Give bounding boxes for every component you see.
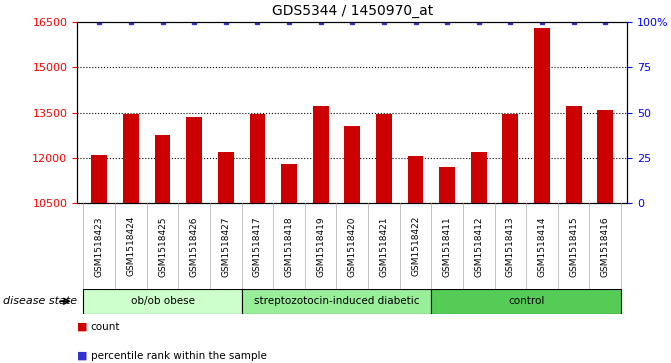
Bar xyxy=(597,110,613,203)
Bar xyxy=(154,135,170,203)
Bar xyxy=(407,156,423,203)
Text: GSM1518424: GSM1518424 xyxy=(126,216,136,277)
Text: GSM1518420: GSM1518420 xyxy=(348,216,357,277)
Bar xyxy=(91,155,107,203)
Text: GSM1518417: GSM1518417 xyxy=(253,216,262,277)
Text: GSM1518426: GSM1518426 xyxy=(190,216,199,277)
Bar xyxy=(281,164,297,203)
Text: GSM1518427: GSM1518427 xyxy=(221,216,230,277)
Text: GSM1518411: GSM1518411 xyxy=(443,216,452,277)
Bar xyxy=(242,289,431,314)
Text: GSM1518415: GSM1518415 xyxy=(569,216,578,277)
Text: percentile rank within the sample: percentile rank within the sample xyxy=(91,351,266,361)
Title: GDS5344 / 1450970_at: GDS5344 / 1450970_at xyxy=(272,4,433,18)
Text: streptozotocin-induced diabetic: streptozotocin-induced diabetic xyxy=(254,296,419,306)
Bar xyxy=(187,117,202,203)
Text: count: count xyxy=(91,322,120,332)
Bar xyxy=(218,152,234,203)
Bar xyxy=(534,28,550,203)
Bar xyxy=(123,114,139,203)
Bar xyxy=(83,289,242,314)
Text: GSM1518412: GSM1518412 xyxy=(474,216,483,277)
Bar xyxy=(471,152,486,203)
Bar xyxy=(344,126,360,203)
Bar xyxy=(503,114,518,203)
Bar xyxy=(431,289,621,314)
Text: GSM1518423: GSM1518423 xyxy=(95,216,104,277)
Text: GSM1518418: GSM1518418 xyxy=(285,216,293,277)
Text: disease state: disease state xyxy=(3,296,77,306)
Text: GSM1518416: GSM1518416 xyxy=(601,216,610,277)
Bar xyxy=(313,106,329,203)
Text: GSM1518422: GSM1518422 xyxy=(411,216,420,277)
Text: ■: ■ xyxy=(77,351,88,361)
Text: GSM1518414: GSM1518414 xyxy=(537,216,546,277)
Bar xyxy=(250,114,265,203)
Bar xyxy=(440,167,455,203)
Text: GSM1518413: GSM1518413 xyxy=(506,216,515,277)
Text: ■: ■ xyxy=(77,322,88,332)
Bar xyxy=(376,114,392,203)
Text: GSM1518425: GSM1518425 xyxy=(158,216,167,277)
Text: control: control xyxy=(508,296,544,306)
Text: GSM1518419: GSM1518419 xyxy=(316,216,325,277)
Text: GSM1518421: GSM1518421 xyxy=(379,216,389,277)
Bar xyxy=(566,106,582,203)
Text: ob/ob obese: ob/ob obese xyxy=(131,296,195,306)
